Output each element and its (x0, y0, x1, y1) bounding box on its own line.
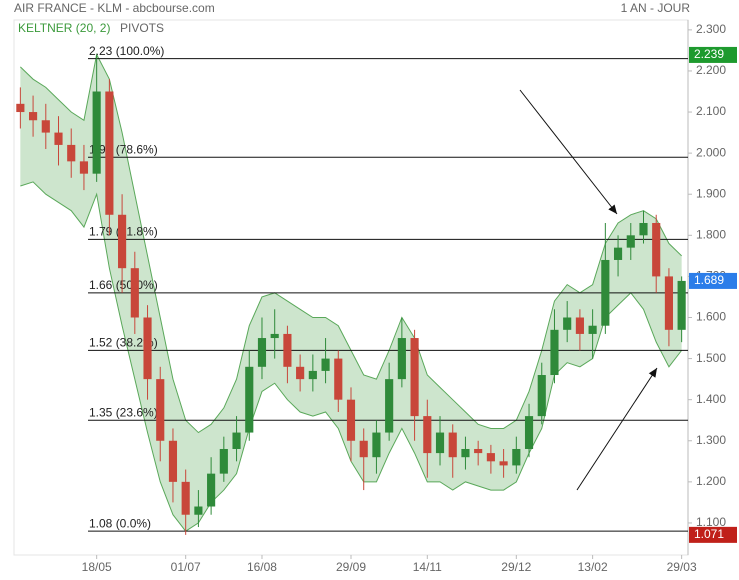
candle-body (194, 506, 203, 515)
candle-body (423, 416, 432, 454)
candle-body (474, 448, 483, 454)
candle-body (461, 448, 470, 458)
candle-body (245, 366, 254, 433)
indicator: KELTNER (20, 2) (18, 21, 110, 35)
candle-body (118, 214, 127, 269)
candle-body (168, 440, 178, 482)
candle-body (283, 333, 292, 367)
x-tick-label: 01/07 (171, 560, 201, 574)
price-tag-label: 2.239 (694, 47, 724, 61)
y-tick-label: 2.300 (696, 22, 726, 36)
fib-label: 1.66 (50.0%) (89, 278, 158, 292)
y-tick-label: 1.600 (696, 310, 726, 324)
candle-body (321, 358, 330, 371)
plot: 1.1001.2001.3001.4001.5001.6001.7001.800… (16, 20, 737, 574)
candle-body (334, 358, 343, 400)
candle-body (296, 366, 305, 380)
candle-body (588, 325, 597, 334)
candle-body (664, 276, 673, 330)
candle-body (359, 440, 368, 458)
y-tick-label: 1.900 (696, 186, 726, 200)
candle-body (92, 91, 101, 174)
price-tag (689, 272, 737, 289)
x-tick-label: 13/02 (578, 560, 608, 574)
x-tick-label: 16/08 (247, 560, 277, 574)
candle-body (448, 432, 457, 458)
candle-body (601, 259, 610, 326)
candle-body (563, 317, 572, 330)
candle-body (652, 222, 661, 277)
candle-body (575, 317, 584, 334)
candle-body (105, 91, 114, 215)
candle-body (54, 132, 63, 145)
candle-body (550, 329, 559, 376)
x-tick-label: 29/12 (501, 560, 531, 574)
y-tick-label: 1.100 (696, 515, 726, 529)
fib-label: 1.52 (38.2%) (89, 336, 158, 350)
y-tick-label: 1.200 (696, 474, 726, 488)
price-tag-label: 1.071 (694, 527, 724, 541)
candle-body (16, 103, 25, 113)
candle-body (308, 370, 317, 380)
candle-body (29, 112, 38, 121)
candle-body (67, 144, 76, 162)
candle-body (486, 453, 495, 462)
y-tick-label: 2.000 (696, 145, 726, 159)
candle-body (219, 448, 228, 474)
x-tick-label: 29/03 (667, 560, 697, 574)
candle-body (537, 375, 546, 417)
overlay: PIVOTS (120, 21, 164, 35)
price-tag-label: 1.689 (694, 273, 724, 287)
candle-body (232, 432, 241, 449)
y-tick-label: 2.100 (696, 104, 726, 118)
candle-body (626, 235, 635, 248)
candle-body (41, 120, 50, 133)
price-tag (689, 526, 737, 543)
candle-body (143, 317, 152, 380)
candle-body (207, 473, 216, 507)
fib-label: 1.08 (0.0%) (89, 516, 151, 530)
candle-body (499, 461, 508, 466)
y-tick-label: 1.400 (696, 392, 726, 406)
candle-body (270, 333, 279, 339)
fib-label: 2.23 (100.0%) (89, 44, 164, 58)
candle-body (372, 432, 381, 458)
candle-body (130, 268, 139, 318)
price-tag (689, 46, 737, 63)
candle-body (346, 399, 356, 441)
x-tick-label: 29/09 (336, 560, 366, 574)
chart-title: AIR FRANCE - KLM - abcbourse.com (14, 1, 215, 15)
candle-body (524, 416, 534, 449)
candle-body (677, 280, 686, 330)
candle-body (639, 222, 648, 236)
arrow (519, 89, 618, 215)
candle-body (512, 448, 521, 466)
candle-body (613, 247, 623, 260)
candle-body (79, 161, 89, 174)
x-tick-label: 14/11 (413, 560, 442, 574)
candle-body (397, 338, 406, 380)
y-tick-label: 2.200 (696, 63, 726, 77)
candle-body (385, 379, 394, 433)
candle-body (435, 432, 445, 454)
candle-body (410, 338, 419, 417)
y-tick-label: 1.800 (696, 227, 726, 241)
y-tick-label: 1.300 (696, 433, 726, 447)
fib-label: 1.35 (23.6%) (89, 405, 158, 419)
candle-body (181, 481, 190, 515)
x-tick-label: 18/05 (82, 560, 112, 574)
candle-body (257, 338, 267, 367)
arrow (576, 367, 658, 491)
candle-body (156, 379, 165, 441)
period: 1 AN - JOUR (621, 1, 691, 15)
y-tick-label: 1.500 (696, 351, 726, 365)
